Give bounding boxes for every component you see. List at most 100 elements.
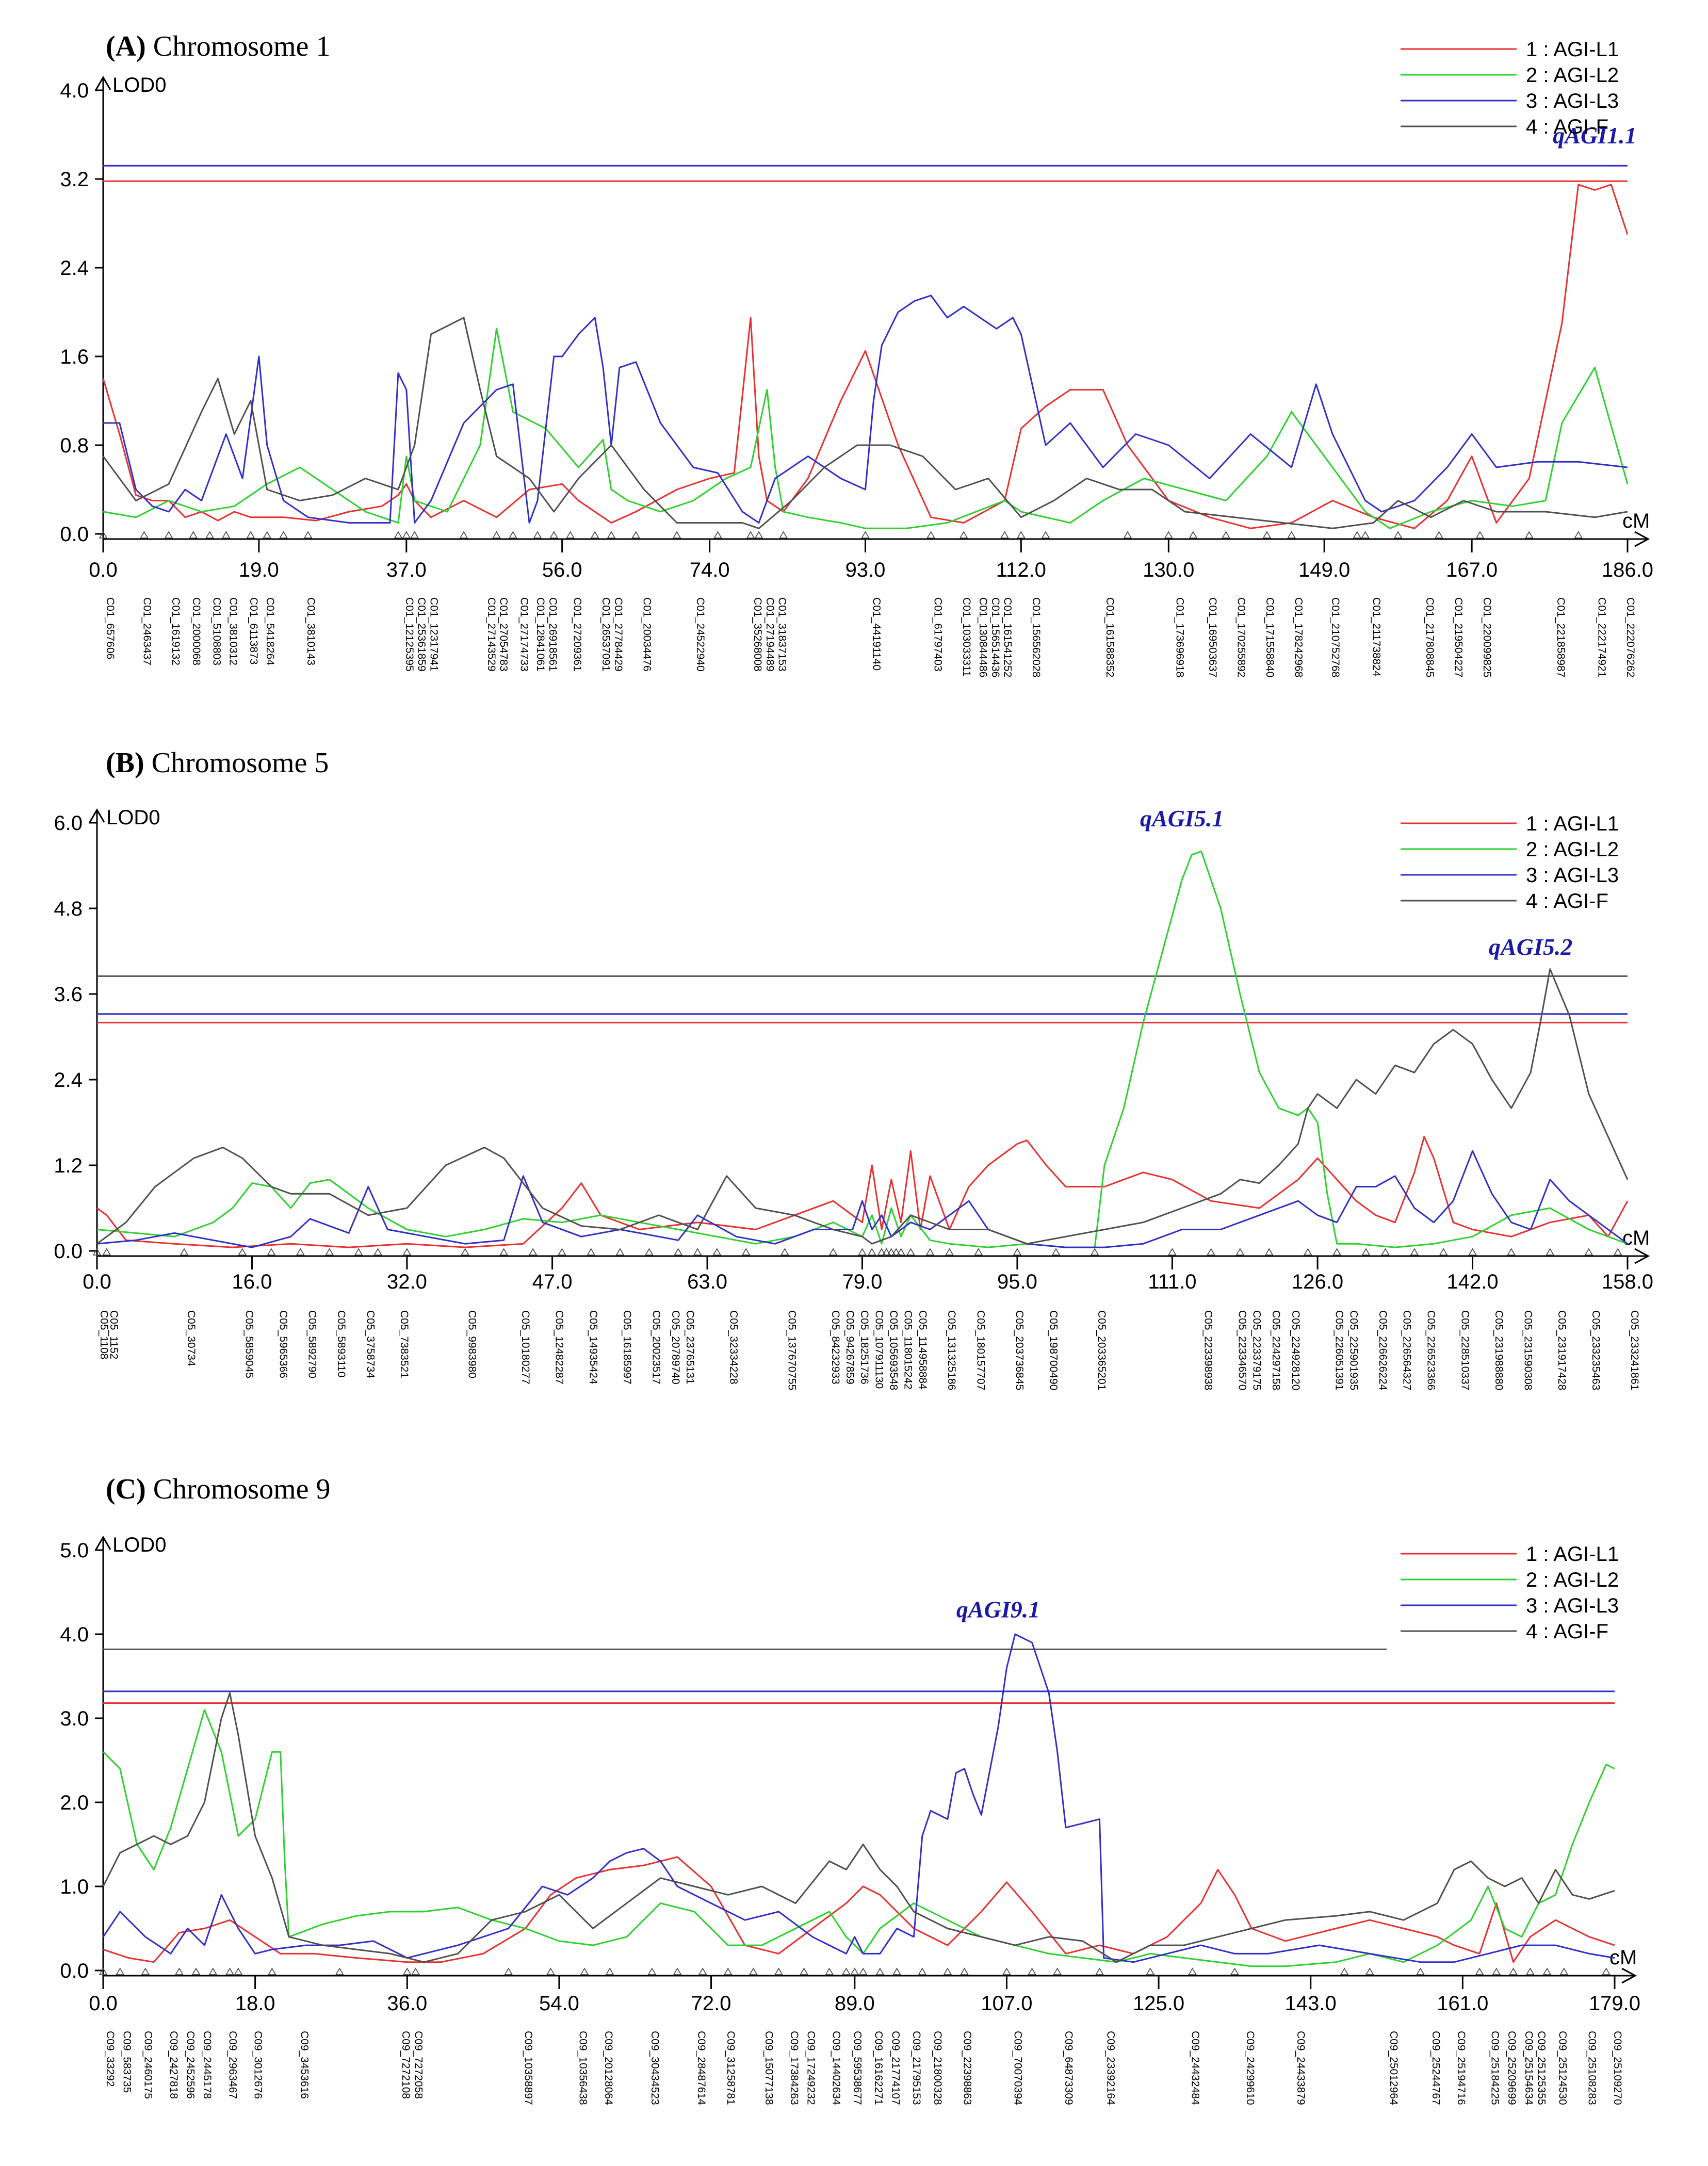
marker-triangle xyxy=(959,531,968,539)
y-axis-label: LOD0 xyxy=(112,74,167,96)
marker-label: C05_7383521 xyxy=(398,1310,410,1378)
marker-triangle xyxy=(1475,531,1485,539)
marker-triangle xyxy=(141,1967,150,1975)
marker-label: C01_156562028 xyxy=(1030,597,1042,677)
marker-triangle xyxy=(238,1248,247,1256)
marker-label: C05_226523366 xyxy=(1425,1310,1437,1390)
marker-label: C09_7272108 xyxy=(400,2031,412,2099)
panel-title-text: Chromosome 9 xyxy=(153,1473,331,1505)
marker-label: C05_180157707 xyxy=(974,1310,986,1390)
marker-triangle xyxy=(672,531,681,539)
marker-triangle xyxy=(867,1248,876,1256)
marker-triangle xyxy=(296,1248,305,1256)
marker-triangle xyxy=(1492,1967,1501,1975)
x-axis-arrow xyxy=(1634,1248,1650,1264)
marker-label: C05_5892790 xyxy=(306,1310,318,1378)
legend-entry: 3 : AGI-L3 xyxy=(1526,90,1619,112)
marker-label: C09_59538677 xyxy=(852,2031,864,2105)
x-tick-label: 143.0 xyxy=(1285,1992,1337,2015)
qtl-label: qAGI5.2 xyxy=(1489,934,1572,960)
marker-triangle xyxy=(205,531,214,539)
x-tick-label: 158.0 xyxy=(1602,1271,1653,1293)
marker-triangle xyxy=(1264,1248,1274,1256)
series-line-agi-l2 xyxy=(103,328,1629,529)
series-line-agi-l2 xyxy=(102,1709,1615,1967)
x-axis-arrow xyxy=(1621,1967,1637,1984)
marker-label: C09_25124530 xyxy=(1556,2031,1568,2105)
x-tick-label: 74.0 xyxy=(690,559,730,581)
marker-label: C09_33292 xyxy=(104,2031,116,2087)
marker-triangle xyxy=(1332,1248,1342,1256)
marker-label: C01_61797403 xyxy=(932,597,944,672)
series-line-agi-f xyxy=(102,1692,1615,1963)
marker-triangle xyxy=(580,1967,589,1975)
marker-triangle xyxy=(1230,1967,1239,1975)
legend-entry: 4 : AGI-F xyxy=(1526,890,1608,913)
marker-triangle xyxy=(673,1967,682,1975)
marker-triangle xyxy=(1235,1248,1245,1256)
marker-label: C09_25244767 xyxy=(1430,2031,1442,2105)
marker-label: C01_3810143 xyxy=(305,597,317,665)
marker-label: C01_103033311 xyxy=(961,597,972,677)
series-line-agi-l3 xyxy=(96,1150,1628,1248)
marker-triangle xyxy=(590,531,599,539)
marker-triangle xyxy=(800,1967,808,1975)
legend-entry: 2 : AGI-L2 xyxy=(1526,838,1619,861)
panel-title-prefix: (C) xyxy=(106,1473,146,1505)
y-axis-label: LOD0 xyxy=(106,806,160,829)
marker-label: C01_221858987 xyxy=(1555,597,1567,677)
x-tick-label: 161.0 xyxy=(1437,1992,1488,2015)
marker-triangle xyxy=(461,1248,469,1256)
x-tick-label: 54.0 xyxy=(539,1992,579,2015)
marker-triangle xyxy=(1524,531,1534,539)
marker-triangle xyxy=(1393,531,1403,539)
marker-triangle xyxy=(102,1248,111,1256)
marker-label: C01_130844486 xyxy=(977,597,989,677)
marker-label: C05_3758734 xyxy=(364,1310,376,1378)
marker-label: C09_22398863 xyxy=(961,2031,973,2105)
x-tick-label: 89.0 xyxy=(835,1992,875,2015)
panel-title: (B) Chromosome 5 xyxy=(106,747,329,779)
marker-triangle xyxy=(410,531,419,539)
legend-entry: 2 : AGI-L2 xyxy=(1526,64,1619,87)
marker-triangle xyxy=(557,1248,566,1256)
marker-triangle xyxy=(234,1967,243,1975)
marker-triangle xyxy=(1041,531,1050,539)
marker-label: C09_30434523 xyxy=(649,2031,661,2105)
marker-label: C09_24299610 xyxy=(1244,2031,1256,2105)
marker-label: C05_223398938 xyxy=(1202,1310,1214,1390)
marker-label: C05_203365201 xyxy=(1096,1310,1108,1390)
marker-label: C01_1619132 xyxy=(170,597,182,665)
marker-label: C05_225901935 xyxy=(1347,1310,1359,1390)
panel-title: (A) Chromosome 1 xyxy=(106,30,331,62)
x-tick-label: 36.0 xyxy=(387,1992,427,2015)
marker-triangle xyxy=(1546,1248,1555,1256)
marker-label: C01_657606 xyxy=(104,597,116,659)
marker-triangle xyxy=(225,1967,234,1975)
legend-entry: 3 : AGI-L3 xyxy=(1526,864,1619,887)
marker-triangle xyxy=(741,1248,751,1256)
marker-label: C09_24432484 xyxy=(1189,2031,1201,2105)
marker-triangle xyxy=(925,1248,935,1256)
marker-triangle xyxy=(99,531,108,539)
marker-triangle xyxy=(1507,1248,1516,1256)
marker-triangle xyxy=(1435,531,1443,539)
marker-triangle xyxy=(1189,531,1198,539)
series-line-agi-f xyxy=(102,317,1628,529)
marker-triangle xyxy=(1028,1967,1036,1975)
marker-label: C09_3012676 xyxy=(252,2031,264,2099)
marker-label: C01_156514436 xyxy=(989,597,1001,677)
marker-label: C05_30734 xyxy=(185,1310,197,1366)
y-tick-label: 4.0 xyxy=(60,1623,89,1646)
x-axis-arrow xyxy=(1634,531,1650,547)
marker-triangle xyxy=(303,531,313,539)
marker-triangle xyxy=(1439,1248,1448,1256)
marker-label: C09_64873309 xyxy=(1063,2031,1075,2105)
marker-triangle xyxy=(99,1967,108,1975)
marker-label: C01_27209361 xyxy=(572,597,583,672)
marker-label: C01_35268008 xyxy=(752,597,763,672)
marker-label: C05_10180277 xyxy=(519,1310,531,1385)
marker-triangle xyxy=(774,1967,783,1975)
x-tick-label: 19.0 xyxy=(239,559,279,581)
marker-label: C01_27054783 xyxy=(498,597,510,672)
